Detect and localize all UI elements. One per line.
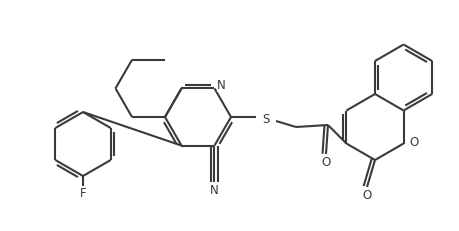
Text: O: O bbox=[362, 189, 371, 202]
Text: O: O bbox=[321, 156, 330, 169]
Text: O: O bbox=[408, 135, 417, 148]
Text: N: N bbox=[210, 183, 218, 196]
Text: F: F bbox=[79, 187, 86, 200]
Text: N: N bbox=[217, 79, 225, 91]
Text: S: S bbox=[262, 113, 269, 126]
